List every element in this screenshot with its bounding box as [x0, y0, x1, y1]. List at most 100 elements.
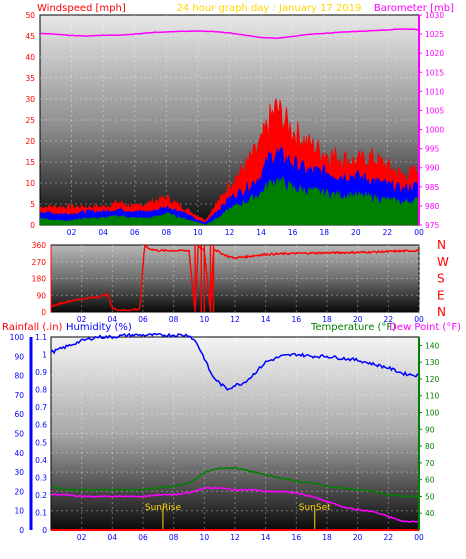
- x-tick-label: 04: [108, 315, 118, 324]
- y-tick-label: 0.2: [35, 491, 47, 500]
- y-tick-label: 35: [25, 74, 35, 83]
- x-tick-label: 22: [384, 315, 394, 324]
- y-tick-label: 0.1: [35, 508, 47, 517]
- y-tick-label: 0.3: [35, 473, 47, 482]
- y-tick-label: 20: [25, 137, 35, 146]
- y-tick-label: 90: [425, 425, 435, 434]
- x-tick-label: 20: [353, 315, 363, 324]
- x-tick-label: 10: [200, 533, 210, 542]
- y-tick-label: 50: [14, 430, 24, 439]
- x-tick-label: 00: [414, 228, 424, 237]
- x-tick-label: 06: [138, 315, 148, 324]
- x-tick-label: 12: [230, 315, 240, 324]
- y-tick-label: 1015: [425, 68, 444, 77]
- y-tick-label: 0: [42, 526, 47, 535]
- y-tick-label: 40: [25, 53, 35, 62]
- x-tick-label: 00: [414, 315, 424, 324]
- y-tick-label: 70: [425, 459, 435, 468]
- y-tick-label: 130: [425, 358, 440, 367]
- barometer-line: [40, 28, 419, 40]
- x-tick-label: 02: [67, 228, 77, 237]
- y-tick-label: 0.8: [35, 386, 47, 395]
- x-tick-label: 12: [225, 228, 235, 237]
- humidity-line: [50, 332, 420, 391]
- dewpoint-axis-title: Dew Point (°F): [389, 322, 461, 333]
- compass-label: N: [437, 238, 446, 252]
- x-tick-label: 20: [353, 533, 363, 542]
- x-tick-label: 10: [193, 228, 203, 237]
- sun-marker-label: SunRise: [145, 503, 182, 513]
- y-tick-label: 80: [14, 372, 24, 381]
- y-tick-label: 90: [36, 291, 46, 300]
- wind-series-area: [40, 176, 419, 225]
- y-tick-label: 10: [14, 507, 24, 516]
- y-tick-label: 30: [14, 468, 24, 477]
- x-tick-label: 22: [384, 533, 394, 542]
- compass-label: S: [437, 272, 445, 286]
- humidity-panel-background: [50, 336, 420, 531]
- y-tick-label: 270: [32, 258, 47, 267]
- humidity-series: SunRise SunSet: [50, 332, 420, 531]
- windspeed-axis-title: Windspeed [mph]: [37, 3, 126, 14]
- y-tick-label: 980: [425, 202, 440, 211]
- y-tick-label: 90: [14, 352, 24, 361]
- x-tick-label: 14: [256, 228, 266, 237]
- y-tick-label: 1020: [425, 49, 444, 58]
- x-tick-label: 18: [319, 228, 329, 237]
- x-tick-label: 04: [98, 228, 108, 237]
- y-tick-label: 10: [25, 179, 35, 188]
- y-tick-label: 0.4: [35, 456, 47, 465]
- y-tick-label: 995: [425, 145, 440, 154]
- y-tick-label: 100: [425, 409, 440, 418]
- y-tick-label: 120: [425, 375, 440, 384]
- x-tick-label: 14: [261, 315, 271, 324]
- y-tick-label: 100: [10, 333, 25, 342]
- y-tick-label: 0: [30, 221, 35, 230]
- y-tick-label: 1: [42, 351, 47, 360]
- y-tick-label: 140: [425, 341, 440, 350]
- x-tick-label: 16: [288, 228, 298, 237]
- wind-series: [40, 28, 419, 225]
- y-tick-label: 20: [14, 487, 24, 496]
- y-tick-label: 1005: [425, 106, 444, 115]
- y-tick-label: 25: [25, 116, 35, 125]
- barometer-axis-title: Barometer [mb]: [374, 3, 454, 14]
- y-tick-label: 180: [32, 275, 47, 284]
- y-tick-label: 60: [425, 476, 435, 485]
- y-tick-label: 1000: [425, 126, 444, 135]
- x-tick-label: 02: [77, 533, 87, 542]
- compass-label: W: [437, 255, 449, 269]
- x-tick-label: 16: [292, 533, 302, 542]
- x-tick-label: 18: [322, 315, 332, 324]
- rainfall-axis-title: Rainfall (.in): [2, 322, 63, 333]
- y-tick-label: 0.9: [35, 368, 47, 377]
- y-tick-label: 0.6: [35, 421, 47, 430]
- y-tick-label: 60: [14, 410, 24, 419]
- y-tick-label: 110: [425, 392, 440, 401]
- y-tick-label: 360: [32, 241, 47, 250]
- y-tick-label: 40: [425, 509, 435, 518]
- temperature-line: [50, 466, 420, 498]
- y-tick-label: 1.1: [35, 333, 47, 342]
- wind-direction-line: [50, 243, 420, 312]
- y-tick-label: 40: [14, 449, 24, 458]
- x-tick-label: 00: [414, 533, 424, 542]
- direction-grid: [51, 245, 420, 312]
- y-tick-label: 0.7: [35, 403, 47, 412]
- x-tick-label: 12: [230, 533, 240, 542]
- y-tick-label: 50: [25, 11, 35, 20]
- y-tick-label: 0: [19, 526, 24, 535]
- direction-panel-background: [50, 244, 420, 313]
- y-tick-label: 70: [14, 391, 24, 400]
- direction-series: [50, 243, 420, 312]
- humidity-axis-title: Humidity (%): [66, 322, 132, 333]
- sun-marker-label: SunSet: [299, 503, 331, 513]
- y-tick-label: 0: [41, 308, 46, 317]
- y-tick-label: 5: [30, 200, 35, 209]
- x-tick-label: 02: [77, 315, 87, 324]
- axes: 0510152025303540455097598098599099510001…: [10, 11, 449, 542]
- y-tick-label: 975: [425, 221, 440, 230]
- graph-title: 24 hour graph day : January 17 2019: [177, 3, 362, 14]
- x-tick-label: 04: [108, 533, 118, 542]
- y-tick-label: 1010: [425, 87, 444, 96]
